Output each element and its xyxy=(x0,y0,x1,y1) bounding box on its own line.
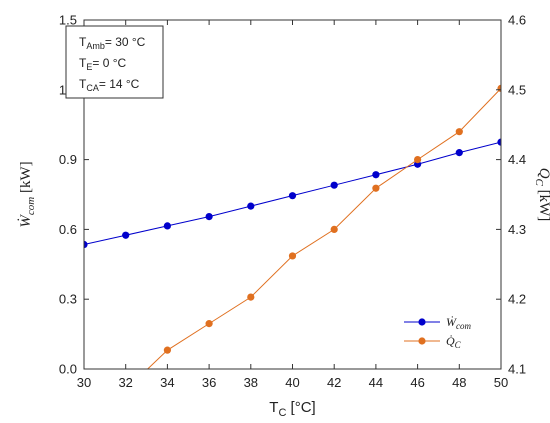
series-1-point xyxy=(330,181,338,189)
x-tick-label: 46 xyxy=(410,375,424,390)
series-1-point xyxy=(163,222,171,230)
series-2-point xyxy=(455,128,463,136)
y-left-tick-label: 1.5 xyxy=(59,13,77,28)
series-1-point xyxy=(497,138,501,146)
x-tick-label: 38 xyxy=(244,375,258,390)
y-axis-right-title: Q̇C [kW] xyxy=(533,168,550,222)
series-1-point xyxy=(205,213,213,221)
series-2-point xyxy=(372,184,380,192)
y-right-tick-label: 4.5 xyxy=(508,82,526,97)
annotation-ca-temperature: TCA= 14 °C xyxy=(79,77,140,93)
legend-label-w-com: Ẇcom xyxy=(446,314,471,331)
series-layer xyxy=(84,84,501,369)
y-left-tick-label: 0.0 xyxy=(59,362,77,377)
y-right-tick-label: 4.4 xyxy=(508,152,526,167)
y-left-tick-label: 0.6 xyxy=(59,222,77,237)
legend: Ẇcom Q̇C xyxy=(404,314,471,350)
annotation-ambient-temperature: TAmb= 30 °C xyxy=(79,35,146,51)
series-1-point xyxy=(247,202,255,210)
y-axis-left-title: Ẇcom [kW] xyxy=(17,161,37,227)
y-right-tick-label: 4.6 xyxy=(508,13,526,28)
series-1-point xyxy=(122,231,130,239)
y-right-tick-label: 4.3 xyxy=(508,222,526,237)
series-1-point xyxy=(455,149,463,157)
series-2-point xyxy=(330,225,338,233)
series-2-point xyxy=(205,320,213,328)
y-left-tick-label: 0.9 xyxy=(59,152,77,167)
x-tick-label: 44 xyxy=(369,375,383,390)
x-tick-label: 32 xyxy=(118,375,132,390)
series-2-point xyxy=(247,293,255,301)
x-tick-label: 34 xyxy=(160,375,174,390)
y-right-tick-label: 4.2 xyxy=(508,292,526,307)
annotation-frame xyxy=(65,25,164,99)
x-axis-title: TC [°C] xyxy=(269,399,315,419)
series-1-point xyxy=(372,171,380,179)
y-right-tick-label: 4.1 xyxy=(508,362,526,377)
x-tick-label: 40 xyxy=(285,375,299,390)
annotation-box: TAmb= 30 °C TE= 0 °C TCA= 14 °C xyxy=(65,25,164,99)
series-2-point xyxy=(288,252,297,260)
x-tick-label: 50 xyxy=(494,375,508,390)
legend-marker-w-com xyxy=(418,318,426,326)
x-tick-label: 48 xyxy=(452,375,466,390)
legend-marker-q-c xyxy=(418,337,426,345)
tick-layer: 30323436384042444648500.00.30.60.91.21.5… xyxy=(59,13,526,391)
series-1-point xyxy=(288,192,297,200)
series-2-point xyxy=(163,346,171,354)
x-tick-label: 42 xyxy=(327,375,341,390)
y-left-tick-label: 0.3 xyxy=(59,292,77,307)
legend-label-q-c: Q̇C xyxy=(446,334,462,350)
x-tick-label: 36 xyxy=(202,375,216,390)
annotation-evaporator-temperature: TE= 0 °C xyxy=(79,56,127,72)
series-1-point xyxy=(84,240,88,249)
series-2-point xyxy=(414,156,422,164)
x-tick-label: 30 xyxy=(77,375,91,390)
